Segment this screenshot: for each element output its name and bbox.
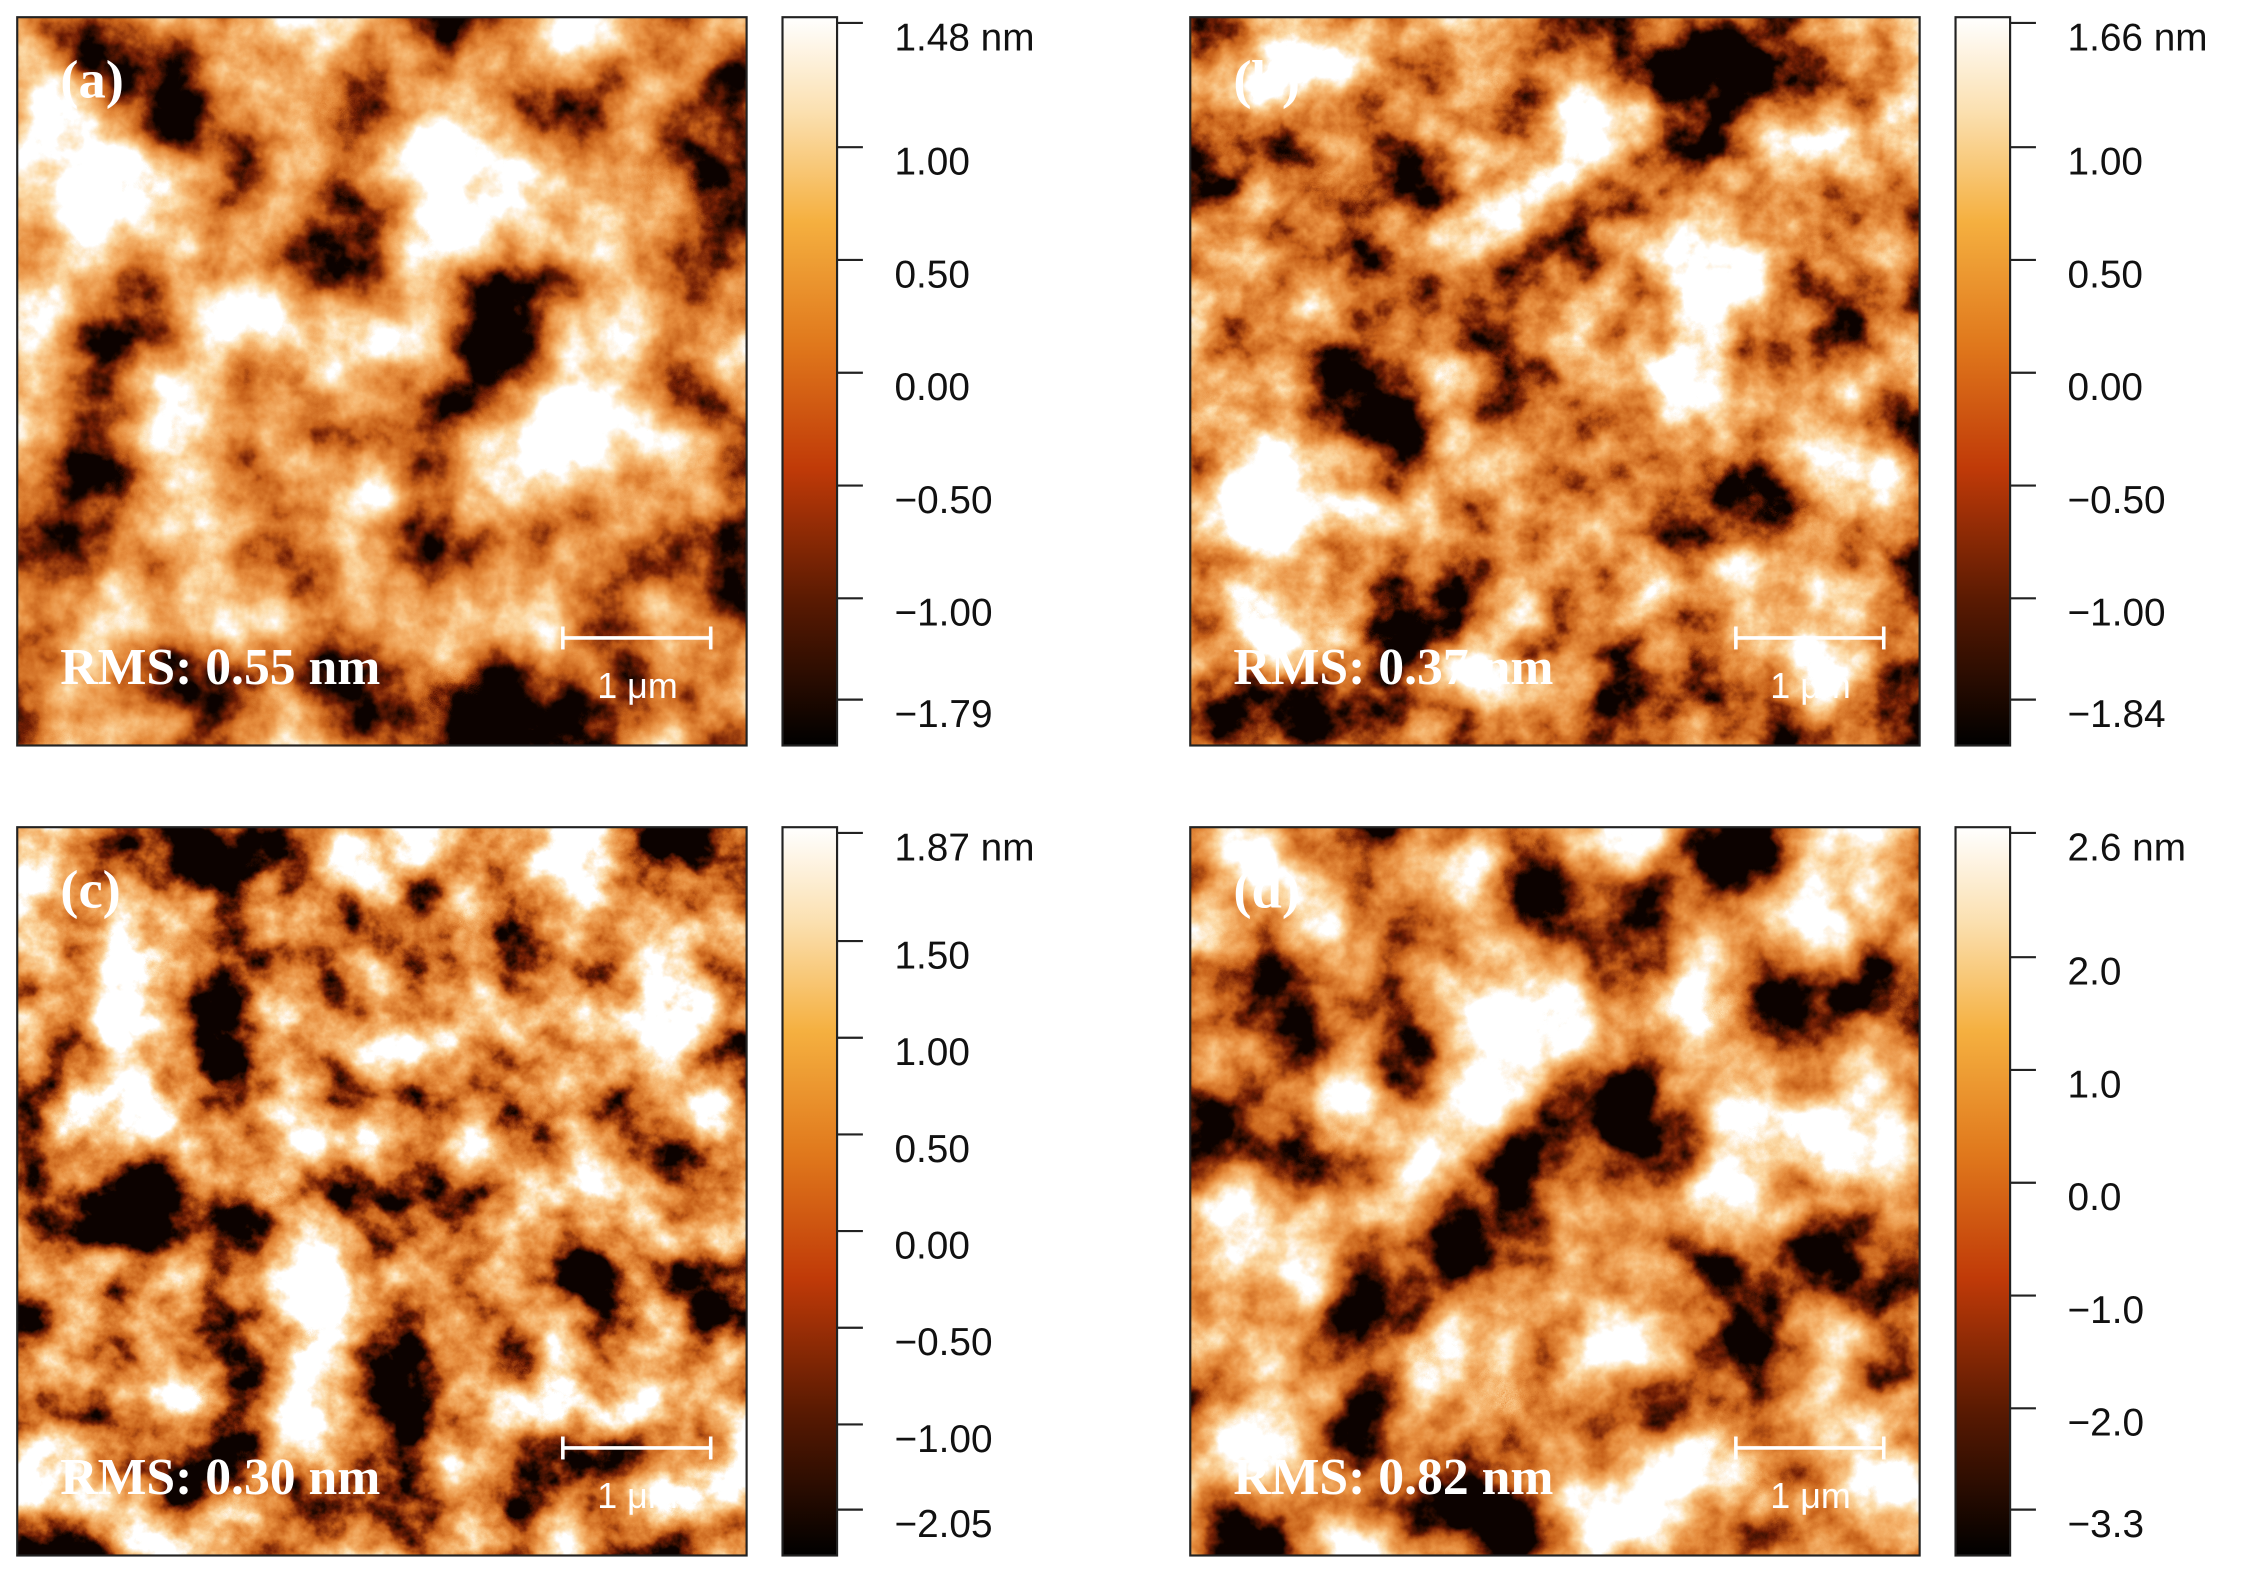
colorbar-tick-label: 2.0 — [2068, 951, 2122, 994]
panel: (a) RMS: 0.55 nm 1 μm 1.48 nm 1.00 0.50 0.00 −0… — [16, 16, 1035, 747]
colorbar-tick-label: −2.05 — [894, 1503, 992, 1546]
panel-label: (c) — [60, 859, 121, 920]
colorbar-tick-label: 0.00 — [2068, 366, 2143, 409]
colorbar-tick-label: 0.00 — [894, 1225, 969, 1268]
image-border — [16, 16, 748, 747]
image-border — [1189, 16, 1921, 747]
panel-label: (d) — [1233, 859, 1300, 920]
colorbar-tick-label: 1.0 — [2068, 1063, 2122, 1106]
rms-label: RMS: 0.37 nm — [1233, 639, 1553, 696]
colorbar-tick-label: −1.00 — [2068, 592, 2166, 635]
rms-label: RMS: 0.55 nm — [60, 639, 380, 696]
colorbar-tick-label: 1.00 — [894, 141, 969, 184]
colorbar-tick-label: −0.50 — [2068, 479, 2166, 522]
colorbar-tick-label: 0.50 — [2068, 253, 2143, 296]
colorbar-tick-label: 1.48 nm — [894, 16, 1034, 59]
colorbar-tick-label: 0.0 — [2068, 1176, 2122, 1219]
scale-bar-label: 1 μm — [1770, 666, 1851, 706]
scale-bar-label: 1 μm — [1770, 1476, 1851, 1516]
colorbar-tick-label: −1.00 — [894, 1418, 992, 1461]
colorbar — [1954, 16, 2012, 747]
colorbar-tick-label: −2.0 — [2068, 1402, 2144, 1445]
colorbar-tick-label: 0.50 — [894, 1128, 969, 1171]
panel: (b) RMS: 0.37 nm 1 μm 1.66 nm 1.00 0.50 0.00 −0… — [1189, 16, 2208, 747]
rms-label: RMS: 0.82 nm — [1233, 1449, 1553, 1506]
panel-label: (a) — [60, 49, 124, 110]
image-border — [16, 826, 748, 1557]
afm-image — [17, 17, 747, 746]
colorbar-tick-label: 1.00 — [2068, 141, 2143, 184]
colorbar-tick-label: 1.87 nm — [894, 826, 1034, 869]
colorbar-tick-label: −1.00 — [894, 592, 992, 635]
colorbar-tick-label: 0.50 — [894, 253, 969, 296]
colorbar — [781, 16, 839, 747]
afm-image — [1190, 17, 1920, 746]
panel: (d) RMS: 0.82 nm 1 μm 2.6 nm 2.0 1.0 0.0 −1.0 −2… — [1189, 826, 2186, 1557]
colorbar-tick-label: −1.0 — [2068, 1289, 2144, 1332]
colorbar-tick-label: −0.50 — [894, 1321, 992, 1364]
colorbar-tick-label: 0.00 — [894, 366, 969, 409]
colorbar — [781, 826, 839, 1557]
colorbar-tick-label: 1.00 — [894, 1031, 969, 1074]
panel: (c) RMS: 0.30 nm 1 μm 1.87 nm 1.50 1.00 0.50 0.… — [16, 826, 1035, 1557]
colorbar — [1954, 826, 2012, 1557]
image-border — [1189, 826, 1921, 1557]
afm-image — [17, 827, 747, 1556]
afm-image — [1190, 827, 1920, 1556]
scale-bar-label: 1 μm — [597, 666, 678, 706]
colorbar-tick-label: −1.84 — [2068, 693, 2166, 736]
colorbar-tick-label: 1.50 — [894, 935, 969, 978]
panel-label: (b) — [1233, 49, 1300, 110]
scale-bar-label: 1 μm — [597, 1476, 678, 1516]
colorbar-tick-label: −3.3 — [2068, 1503, 2144, 1546]
colorbar-tick-label: −1.79 — [894, 693, 992, 736]
colorbar-tick-label: 1.66 nm — [2068, 16, 2208, 59]
rms-label: RMS: 0.30 nm — [60, 1449, 380, 1506]
colorbar-tick-label: 2.6 nm — [2068, 826, 2186, 869]
colorbar-tick-label: −0.50 — [894, 479, 992, 522]
